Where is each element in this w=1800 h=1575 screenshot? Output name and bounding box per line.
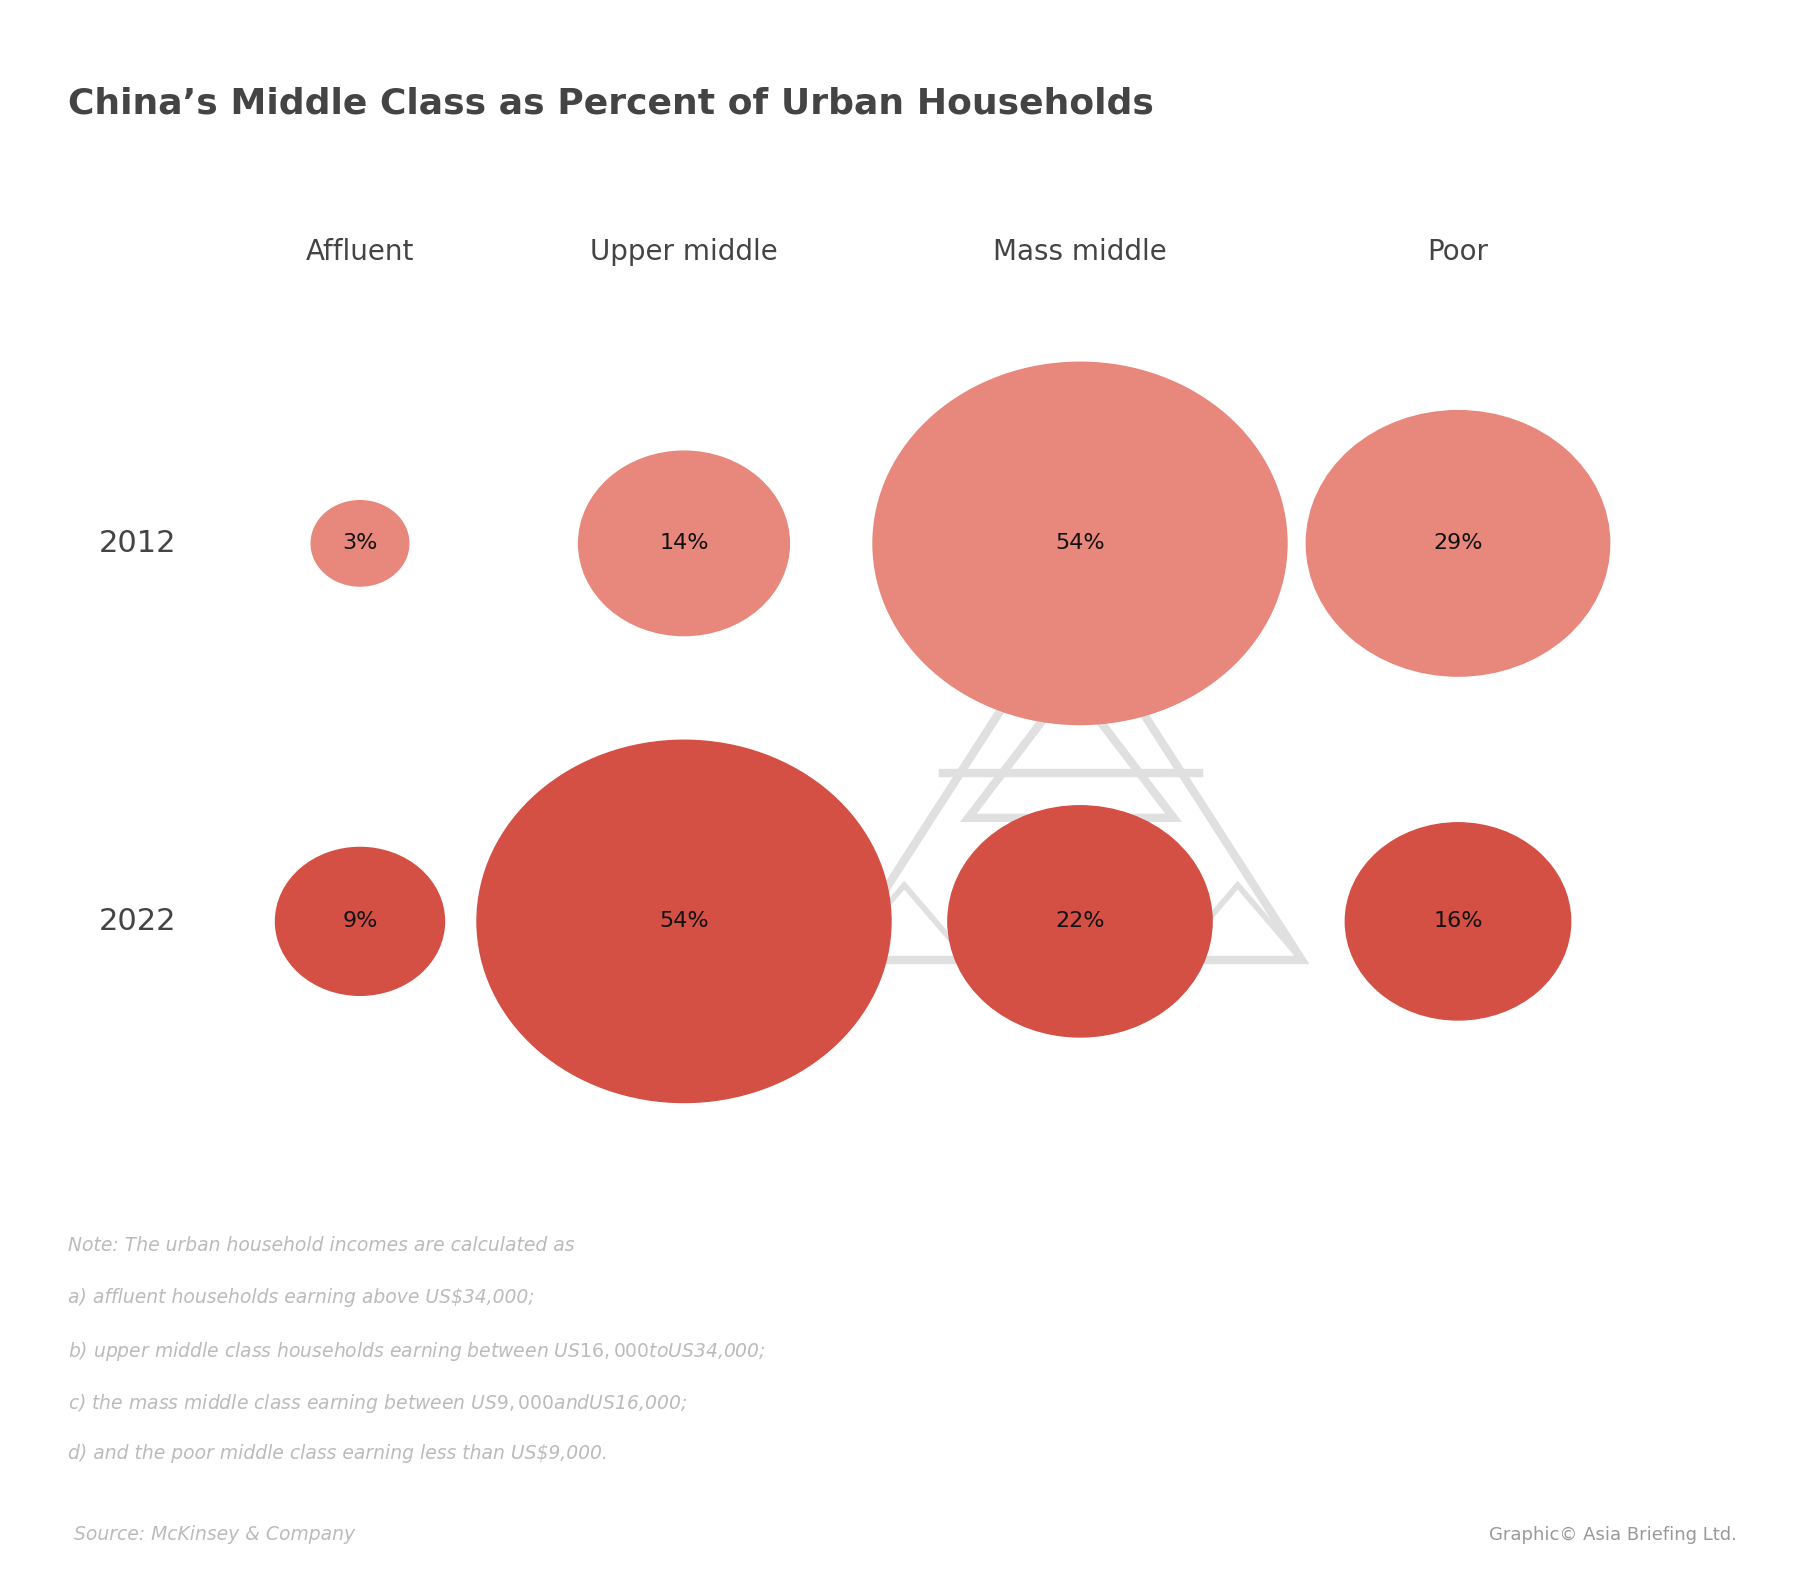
Text: Affluent: Affluent [306, 238, 414, 266]
Text: Graphic© Asia Briefing Ltd.: Graphic© Asia Briefing Ltd. [1489, 1526, 1737, 1544]
Text: 9%: 9% [342, 912, 378, 931]
Text: 54%: 54% [1055, 534, 1105, 553]
Text: b) upper middle class households earning between US$16,000 to US$34,000;: b) upper middle class households earning… [68, 1340, 767, 1364]
Circle shape [1345, 822, 1571, 1021]
Text: 29%: 29% [1433, 534, 1483, 553]
Text: 3%: 3% [342, 534, 378, 553]
Text: 16%: 16% [1433, 912, 1483, 931]
Text: 2012: 2012 [99, 529, 176, 558]
Circle shape [477, 740, 891, 1102]
Text: Mass middle: Mass middle [994, 238, 1166, 266]
Text: Note: The urban household incomes are calculated as: Note: The urban household incomes are ca… [68, 1236, 574, 1255]
Circle shape [873, 362, 1287, 724]
Circle shape [311, 501, 409, 586]
Text: c) the mass middle class earning between US$9,000 and US$16,000;: c) the mass middle class earning between… [68, 1392, 688, 1416]
Circle shape [949, 806, 1211, 1036]
Text: d) and the poor middle class earning less than US$9,000.: d) and the poor middle class earning les… [68, 1444, 608, 1463]
Circle shape [578, 450, 790, 636]
Text: Source: McKinsey & Company: Source: McKinsey & Company [68, 1525, 356, 1544]
Text: Poor: Poor [1427, 238, 1489, 266]
Text: 22%: 22% [1055, 912, 1105, 931]
Text: a) affluent households earning above US$34,000;: a) affluent households earning above US$… [68, 1288, 535, 1307]
Text: China’s Middle Class as Percent of Urban Households: China’s Middle Class as Percent of Urban… [68, 87, 1154, 121]
Text: 2022: 2022 [99, 907, 176, 936]
Text: 54%: 54% [659, 912, 709, 931]
Circle shape [1307, 411, 1609, 676]
Circle shape [275, 847, 445, 995]
Text: Upper middle: Upper middle [590, 238, 778, 266]
Text: 14%: 14% [659, 534, 709, 553]
